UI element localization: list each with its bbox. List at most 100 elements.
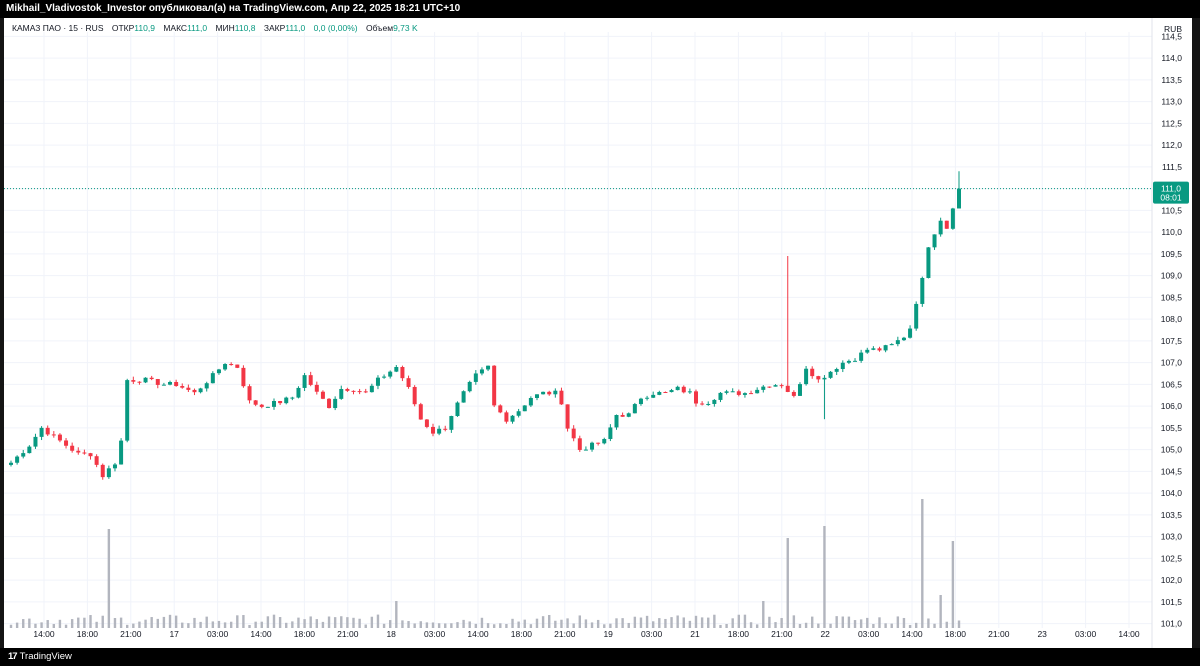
candle-body <box>94 456 99 465</box>
volume-bar <box>248 624 251 628</box>
x-tick-label: 21:00 <box>988 629 1010 639</box>
candle-body <box>638 398 643 405</box>
candle-body <box>327 398 332 409</box>
y-tick-label: 104,0 <box>1161 488 1183 498</box>
volume-bar <box>193 617 196 628</box>
footer-bar: 17 TradingView <box>0 648 1200 666</box>
volume-bar <box>138 621 141 628</box>
volume-bar <box>486 623 490 628</box>
candle-body <box>810 368 815 377</box>
candle-body <box>363 391 368 393</box>
volume-bar <box>719 624 722 628</box>
volume-bar <box>505 624 508 628</box>
candle-body <box>712 399 717 404</box>
volume-bar <box>670 617 673 628</box>
volume-bar <box>15 622 19 628</box>
candle-body <box>204 383 209 389</box>
volume-bar <box>749 622 753 628</box>
volume-bar <box>737 614 741 628</box>
candle-body <box>755 389 760 394</box>
candle-body <box>461 391 466 403</box>
chart-panel[interactable]: 101,0 101,5 102,0 102,5 103,0 103,5 104,0 104,5… <box>4 18 1192 648</box>
volume-bar <box>462 619 465 628</box>
candle-body <box>443 428 448 430</box>
candle-body <box>797 384 802 396</box>
candles <box>9 171 961 480</box>
candle-body <box>345 388 350 391</box>
currency-label: RUB <box>1164 24 1182 34</box>
volume-bar <box>939 595 942 628</box>
volume-bar <box>64 624 68 628</box>
volume-bar <box>615 618 618 628</box>
volume-bar <box>89 615 92 628</box>
volume-bar <box>957 620 961 628</box>
candle-body <box>131 380 136 382</box>
candle-body <box>357 391 362 393</box>
candle-body <box>290 397 295 399</box>
volume-bar <box>609 623 612 628</box>
candle-body <box>534 394 539 398</box>
y-tick-label: 102,5 <box>1161 553 1183 563</box>
candle-body <box>125 380 130 441</box>
volume-bar <box>229 621 233 628</box>
candle-body <box>449 416 454 430</box>
x-tick-label: 17 <box>169 629 179 639</box>
candle-body <box>431 426 436 434</box>
high-label: МАКС <box>163 23 188 33</box>
volume-bar <box>340 616 343 628</box>
volume-bar <box>651 621 655 628</box>
x-tick-label: 23 <box>1037 629 1047 639</box>
candle-body <box>437 428 442 434</box>
volume-bar <box>841 616 844 628</box>
volume-bar <box>242 615 245 628</box>
volume-bar <box>352 617 355 628</box>
x-tick-label: 14:00 <box>250 629 272 639</box>
candle-body <box>271 401 276 407</box>
candle-body <box>804 368 809 385</box>
candle-body <box>736 391 741 395</box>
candle-body <box>45 427 50 435</box>
candle-body <box>39 427 44 437</box>
candle-body <box>657 391 662 395</box>
candle-body <box>681 386 686 393</box>
candle-body <box>351 390 356 392</box>
price-chart[interactable]: 101,0 101,5 102,0 102,5 103,0 103,5 104,0 104,5… <box>4 18 1192 648</box>
candle-body <box>186 387 191 390</box>
candle-body <box>51 434 56 436</box>
x-tick-label: 03:00 <box>1075 629 1097 639</box>
candle-body <box>944 220 949 229</box>
volume-bar <box>450 623 453 628</box>
volume-bar <box>327 616 331 628</box>
x-tick-label: 18:00 <box>77 629 99 639</box>
candle-body <box>828 371 833 378</box>
candle-body <box>865 349 870 353</box>
candle-body <box>253 400 258 405</box>
candle-body <box>88 453 93 457</box>
volume-bar <box>890 623 893 628</box>
volume-bar <box>884 623 887 628</box>
volume-bar <box>468 621 471 628</box>
candle-body <box>375 377 380 386</box>
low-value: 110,8 <box>234 23 256 33</box>
candle-body <box>284 397 289 404</box>
volume-bar <box>431 622 435 628</box>
volume-bar <box>358 618 361 628</box>
x-tick-label: 14:00 <box>33 629 55 639</box>
candle-body <box>583 449 588 451</box>
volume-bar <box>126 624 129 628</box>
candle-body <box>339 388 344 399</box>
candle-body <box>590 442 595 450</box>
tradingview-brand: TradingView <box>19 651 72 662</box>
symbol-legend: КАМАЗ ПАО · 15 · RUS ОТКР110,9 МАКС111,0… <box>12 23 418 33</box>
volume-bar <box>28 618 31 628</box>
volume-bar <box>798 623 802 628</box>
candle-body <box>320 391 325 399</box>
volume-bar <box>162 616 166 628</box>
x-tick-label: 21:00 <box>337 629 359 639</box>
volume-bar <box>859 619 863 628</box>
candle-body <box>9 462 13 465</box>
y-tick-label: 105,0 <box>1161 445 1183 455</box>
volume-bar <box>566 618 569 628</box>
volume-bar <box>694 615 698 628</box>
candle-body <box>119 440 124 465</box>
